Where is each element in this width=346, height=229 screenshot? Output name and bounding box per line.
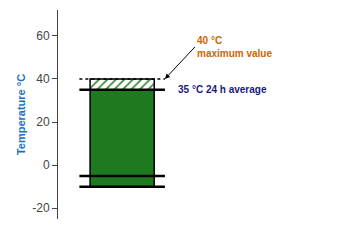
svg-text:60: 60: [36, 29, 50, 43]
svg-text:40: 40: [36, 72, 50, 86]
svg-text:35 °C 24 h average: 35 °C 24 h average: [178, 84, 267, 95]
svg-text:Temperature °C: Temperature °C: [15, 74, 27, 155]
svg-text:20: 20: [36, 115, 50, 129]
svg-text:0: 0: [43, 158, 50, 172]
svg-text:40 °Cmaximum value: 40 °Cmaximum value: [197, 35, 272, 59]
svg-text:-20: -20: [32, 201, 50, 215]
